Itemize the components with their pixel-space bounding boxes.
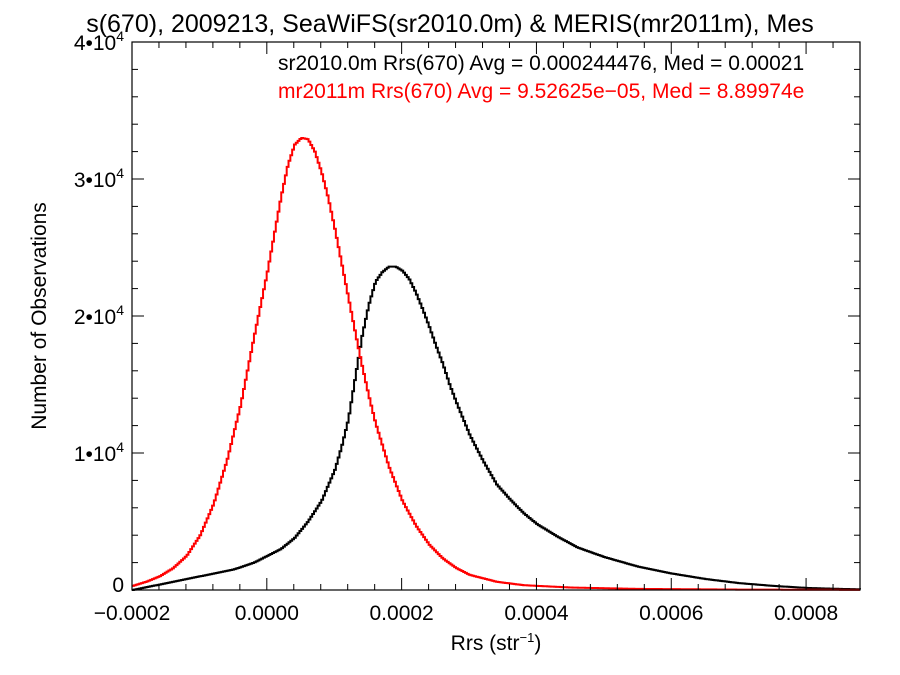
x-tick-label: 0.0004 — [504, 602, 569, 625]
axis-ticks — [131, 41, 861, 591]
y-tick-label: 1•104 — [74, 439, 124, 466]
x-tick-label: 0.0002 — [370, 602, 434, 625]
plot-curves — [132, 137, 861, 591]
legend-entry-mr2011: mr2011m Rrs(670) Avg = 9.52625e−05, Med … — [278, 80, 804, 103]
x-tick-label: 0.0006 — [639, 602, 703, 625]
series-mr2011-line — [132, 137, 860, 591]
chart-title: s(670), 2009213, SeaWiFS(sr2010.0m) & ME… — [86, 10, 814, 38]
y-tick-label: 3•104 — [74, 165, 124, 192]
legend-entry-sr2010: sr2010.0m Rrs(670) Avg = 0.000244476, Me… — [278, 52, 804, 75]
x-axis-label-suffix: ) — [534, 632, 541, 655]
x-tick-label: 0.0000 — [235, 602, 299, 625]
x-tick-labels: −0.0002 0.0000 0.0002 0.0004 0.0006 0.0008 — [94, 602, 838, 625]
series-sr2010-line — [132, 265, 861, 591]
y-tick-label: 0 — [112, 574, 124, 597]
plot-frame — [131, 41, 861, 591]
y-tick-label: 2•104 — [74, 302, 124, 329]
x-axis-label-main: Rrs (str — [451, 632, 520, 655]
y-tick-label: 4•104 — [74, 28, 124, 55]
x-tick-label: −0.0002 — [94, 602, 171, 625]
x-axis-label-sup: −1 — [520, 630, 535, 645]
y-axis-label: Number of Observations — [28, 202, 51, 430]
x-axis-label: Rrs (str−1) — [451, 630, 542, 655]
x-tick-label: 0.0008 — [774, 602, 838, 625]
y-tick-labels: 0 1•104 2•104 3•104 4•104 — [74, 28, 124, 597]
